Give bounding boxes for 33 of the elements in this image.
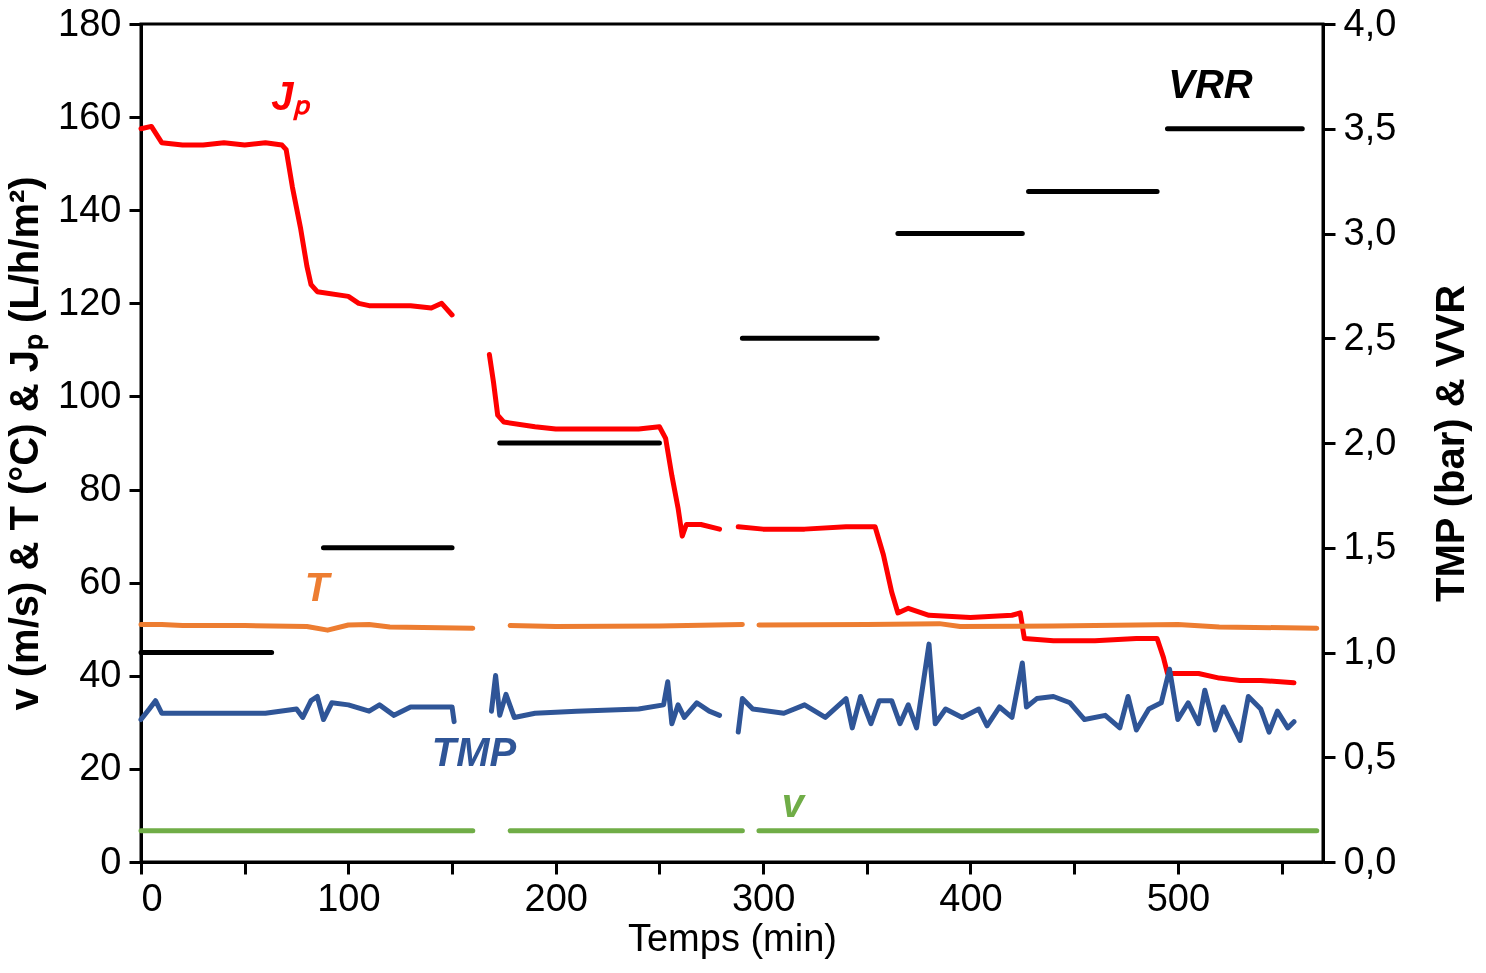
y-tick-label: 80 [79,467,122,510]
y-axis-title: v (m/s) & T (°C) & Jₚ (L/h/m²) [2,176,50,711]
x-axis-title: Temps (min) [627,916,838,959]
x-tick-label: 0 [141,876,163,919]
series-label: Jₚ [271,73,311,121]
y-tick-label: 60 [79,560,122,603]
y-tick-label: 20 [79,746,122,789]
y-tick-label: 100 [58,373,122,416]
x-tick-label: 200 [524,876,588,919]
y2-tick-label: 4,0 [1343,1,1397,44]
y-tick-label: 0 [100,839,122,882]
y-tick-label: 120 [58,280,122,323]
y2-tick-label: 1,0 [1343,630,1397,672]
y-tick-label: 140 [58,187,122,230]
x-tick-label: 100 [317,876,381,919]
y2-tick-label: 0,0 [1343,839,1397,882]
y2-tick-label: 3,0 [1343,211,1397,253]
series-label: TMP [431,729,517,774]
y-tick-label: 40 [79,653,122,696]
y-tick-label: 160 [58,94,122,137]
y2-tick-label: 2,5 [1343,315,1397,358]
y-tick-label: 180 [58,1,122,44]
x-tick-label: 300 [731,876,796,919]
y2-tick-label: 2,0 [1343,420,1397,463]
series-label: v [781,780,807,825]
series-label: T [304,565,333,610]
y2-tick-label: 0,5 [1343,734,1397,777]
y2-tick-label: 3,5 [1343,106,1397,149]
x-tick-label: 400 [939,876,1003,919]
x-tick-label: 500 [1146,876,1211,919]
series-label: VRR [1168,61,1253,106]
y2-axis-title: TMP (bar) & VVR [1427,284,1472,603]
y2-tick-label: 1,5 [1343,525,1397,568]
